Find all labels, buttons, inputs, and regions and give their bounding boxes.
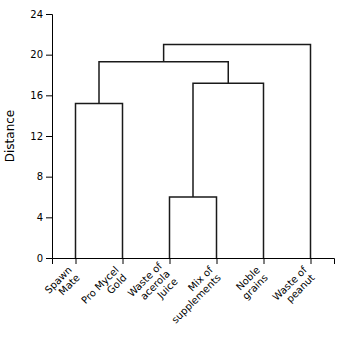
x-tick-label-line: Mate <box>56 272 81 297</box>
y-tick-mark <box>46 217 52 218</box>
x-tick-label: Waste ofacerolaJuice <box>126 260 180 314</box>
y-tick-label: 12 <box>30 131 43 142</box>
y-tick-mark <box>46 177 52 178</box>
y-tick-label: 16 <box>30 90 43 101</box>
y-tick: 12 <box>30 131 52 142</box>
x-tick-mark <box>170 258 171 264</box>
x-tick-label: SpawnMate <box>43 264 82 303</box>
x-tick: Noblegrains <box>232 258 269 302</box>
y-tick-label: 0 <box>37 253 43 264</box>
merge-link <box>99 62 228 104</box>
chart: 04812162024SpawnMatePro MycelGoldWaste o… <box>0 0 350 350</box>
y-tick: 4 <box>37 212 52 223</box>
x-tick-label: Pro MycelGold <box>79 264 129 314</box>
x-tick-mark <box>217 258 218 264</box>
y-axis: 0 4 8 12 16 20 24 <box>30 9 52 264</box>
y-tick-mark <box>46 258 52 259</box>
merge-link <box>193 83 264 258</box>
y-axis-line <box>46 15 53 259</box>
y-tick-mark <box>46 136 52 137</box>
y-tick: 20 <box>30 49 52 60</box>
x-tick-mark <box>264 258 265 264</box>
x-tick-label-line: grains <box>240 272 270 302</box>
x-tick-label-line: Gold <box>105 272 129 296</box>
x-tick: Waste ofpeanut <box>270 258 317 311</box>
merge-link <box>170 197 217 258</box>
y-tick-label: 24 <box>30 9 43 20</box>
merge-link <box>76 103 123 258</box>
y-tick-mark <box>46 55 52 56</box>
x-axis-line <box>53 259 335 265</box>
y-tick-mark <box>46 14 52 15</box>
x-tick-label-line: supplements <box>169 272 222 325</box>
y-axis-title: Distance <box>3 110 17 162</box>
y-tick-label: 20 <box>30 49 43 60</box>
x-axis: SpawnMatePro MycelGoldWaste ofacerolaJui… <box>43 258 335 325</box>
merge-link <box>164 45 311 259</box>
x-tick-label: Waste ofpeanut <box>270 264 317 311</box>
x-tick-label-line: Juice <box>154 276 179 301</box>
plot: 04812162024SpawnMatePro MycelGoldWaste o… <box>30 9 334 326</box>
y-tick: 0 <box>37 253 52 264</box>
x-tick-mark <box>311 258 312 264</box>
x-tick-label: Noblegrains <box>232 264 269 301</box>
y-tick-label: 8 <box>37 171 43 182</box>
x-tick: Waste ofacerolaJuice <box>126 258 180 314</box>
links <box>76 45 311 259</box>
y-tick: 8 <box>37 171 52 182</box>
x-tick-label: Mix ofsupplements <box>162 264 224 326</box>
x-tick: Pro MycelGold <box>79 258 129 314</box>
y-tick-mark <box>46 95 52 96</box>
x-tick-mark <box>123 258 124 264</box>
y-tick: 16 <box>30 90 52 101</box>
y-tick-label: 4 <box>37 212 43 223</box>
x-tick-label-line: peanut <box>284 272 317 305</box>
x-tick-mark <box>76 258 77 264</box>
x-tick: SpawnMate <box>43 258 82 303</box>
x-tick: Mix ofsupplements <box>162 258 224 325</box>
y-tick: 24 <box>30 9 52 20</box>
